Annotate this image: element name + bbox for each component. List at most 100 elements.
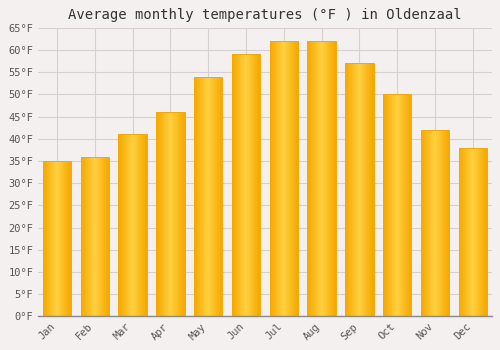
- Bar: [402, 94, 403, 316]
- Bar: [249, 54, 250, 316]
- Bar: [196, 77, 197, 316]
- Bar: [348, 63, 349, 316]
- Bar: [181, 112, 182, 316]
- Bar: [438, 130, 439, 316]
- Bar: [458, 148, 460, 316]
- Bar: [60, 161, 62, 316]
- Bar: [443, 130, 444, 316]
- Bar: [136, 134, 137, 316]
- Bar: [128, 134, 129, 316]
- Bar: [362, 63, 363, 316]
- Bar: [272, 41, 273, 316]
- Bar: [472, 148, 473, 316]
- Bar: [358, 63, 360, 316]
- Bar: [95, 156, 96, 316]
- Bar: [256, 54, 258, 316]
- Bar: [194, 77, 222, 316]
- Bar: [92, 156, 93, 316]
- Bar: [255, 54, 256, 316]
- Bar: [469, 148, 470, 316]
- Bar: [397, 94, 398, 316]
- Bar: [405, 94, 406, 316]
- Bar: [368, 63, 370, 316]
- Bar: [326, 41, 328, 316]
- Bar: [386, 94, 388, 316]
- Bar: [178, 112, 179, 316]
- Bar: [156, 112, 184, 316]
- Bar: [140, 134, 141, 316]
- Bar: [390, 94, 391, 316]
- Bar: [463, 148, 464, 316]
- Bar: [308, 41, 309, 316]
- Bar: [473, 148, 474, 316]
- Bar: [179, 112, 180, 316]
- Bar: [484, 148, 485, 316]
- Bar: [318, 41, 319, 316]
- Bar: [433, 130, 434, 316]
- Bar: [250, 54, 251, 316]
- Bar: [200, 77, 201, 316]
- Bar: [210, 77, 211, 316]
- Bar: [321, 41, 322, 316]
- Bar: [214, 77, 216, 316]
- Bar: [279, 41, 280, 316]
- Bar: [421, 130, 422, 316]
- Bar: [409, 94, 410, 316]
- Bar: [44, 161, 45, 316]
- Bar: [373, 63, 374, 316]
- Bar: [331, 41, 332, 316]
- Bar: [424, 130, 425, 316]
- Bar: [372, 63, 373, 316]
- Bar: [308, 41, 336, 316]
- Title: Average monthly temperatures (°F ) in Oldenzaal: Average monthly temperatures (°F ) in Ol…: [68, 8, 462, 22]
- Bar: [209, 77, 210, 316]
- Bar: [45, 161, 46, 316]
- Bar: [204, 77, 206, 316]
- Bar: [444, 130, 445, 316]
- Bar: [396, 94, 397, 316]
- Bar: [180, 112, 181, 316]
- Bar: [183, 112, 184, 316]
- Bar: [467, 148, 468, 316]
- Bar: [199, 77, 200, 316]
- Bar: [164, 112, 165, 316]
- Bar: [462, 148, 463, 316]
- Bar: [464, 148, 465, 316]
- Bar: [253, 54, 254, 316]
- Bar: [475, 148, 476, 316]
- Bar: [325, 41, 326, 316]
- Bar: [404, 94, 405, 316]
- Bar: [83, 156, 84, 316]
- Bar: [118, 134, 147, 316]
- Bar: [135, 134, 136, 316]
- Bar: [276, 41, 278, 316]
- Bar: [398, 94, 400, 316]
- Bar: [437, 130, 438, 316]
- Bar: [480, 148, 482, 316]
- Bar: [177, 112, 178, 316]
- Bar: [435, 130, 436, 316]
- Bar: [108, 156, 109, 316]
- Bar: [408, 94, 409, 316]
- Bar: [290, 41, 291, 316]
- Bar: [167, 112, 168, 316]
- Bar: [425, 130, 426, 316]
- Bar: [363, 63, 364, 316]
- Bar: [436, 130, 437, 316]
- Bar: [395, 94, 396, 316]
- Bar: [356, 63, 358, 316]
- Bar: [285, 41, 286, 316]
- Bar: [477, 148, 478, 316]
- Bar: [66, 161, 67, 316]
- Bar: [207, 77, 208, 316]
- Bar: [96, 156, 97, 316]
- Bar: [428, 130, 430, 316]
- Bar: [139, 134, 140, 316]
- Bar: [333, 41, 334, 316]
- Bar: [366, 63, 367, 316]
- Bar: [88, 156, 89, 316]
- Bar: [125, 134, 126, 316]
- Bar: [280, 41, 281, 316]
- Bar: [50, 161, 51, 316]
- Bar: [315, 41, 316, 316]
